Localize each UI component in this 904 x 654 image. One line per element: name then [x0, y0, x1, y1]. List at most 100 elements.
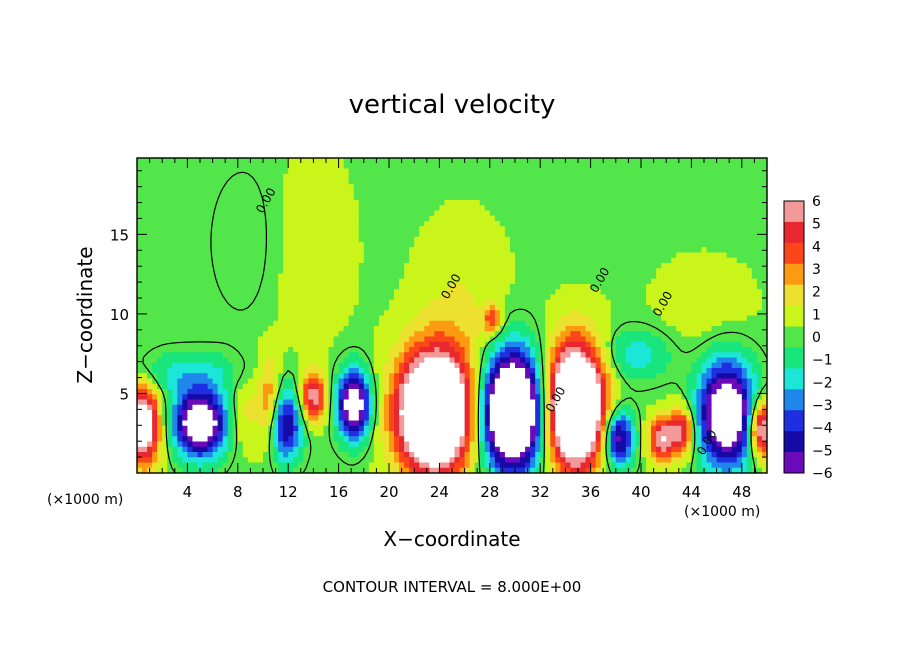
heatmap-cell	[555, 310, 561, 317]
heatmap-cell	[701, 179, 708, 185]
heatmap-cell	[459, 200, 466, 206]
heatmap-cell	[545, 215, 551, 222]
heatmap-cell	[333, 215, 340, 222]
heatmap-cell	[378, 341, 385, 348]
heatmap-cell	[439, 242, 446, 248]
heatmap-cell	[595, 362, 602, 369]
heatmap-cell	[520, 247, 526, 254]
heatmap-cell	[646, 289, 652, 296]
heatmap-cell	[288, 305, 294, 311]
heatmap-cell	[716, 336, 723, 343]
heatmap-cell	[751, 173, 758, 180]
heatmap-cell	[404, 278, 410, 285]
heatmap-cell	[232, 357, 239, 364]
heatmap-cell	[192, 347, 199, 353]
heatmap-cell	[212, 194, 219, 201]
heatmap-cell	[197, 320, 204, 327]
heatmap-cell	[656, 252, 662, 259]
heatmap-cell	[489, 268, 496, 275]
heatmap-cell	[525, 357, 531, 364]
heatmap-cell	[363, 221, 370, 227]
heatmap-cell	[474, 352, 481, 359]
heatmap-cell	[620, 347, 627, 353]
heatmap-cell	[711, 310, 718, 317]
heatmap-cell	[197, 205, 204, 212]
heatmap-cell	[252, 326, 259, 332]
heatmap-cell	[520, 315, 526, 322]
heatmap-cell	[671, 200, 677, 206]
heatmap-cell	[509, 173, 516, 180]
heatmap-cell	[217, 278, 224, 285]
heatmap-cell	[242, 315, 249, 322]
heatmap-cell	[348, 347, 355, 353]
heatmap-cell	[318, 200, 325, 206]
heatmap-cell	[651, 242, 657, 248]
heatmap-cell	[157, 257, 163, 264]
heatmap-cell	[469, 331, 476, 338]
heatmap-cell	[635, 326, 642, 332]
heatmap-cell	[278, 352, 284, 359]
heatmap-cell	[268, 268, 274, 275]
heatmap-cell	[283, 362, 289, 369]
heatmap-cell	[746, 263, 753, 269]
heatmap-cell	[540, 315, 546, 322]
heatmap-cell	[469, 284, 476, 290]
heatmap-cell	[187, 179, 194, 185]
heatmap-cell	[157, 278, 163, 285]
heatmap-cell	[409, 189, 415, 196]
heatmap-cell	[323, 341, 330, 348]
heatmap-cell	[661, 341, 667, 348]
heatmap-cell	[681, 362, 687, 369]
heatmap-cell	[696, 294, 703, 301]
heatmap-cell	[691, 226, 698, 233]
heatmap-cell	[716, 200, 723, 206]
heatmap-cell	[192, 163, 199, 170]
heatmap-cell	[343, 305, 350, 311]
heatmap-cell	[605, 331, 612, 338]
heatmap-cell	[530, 331, 536, 338]
heatmap-cell	[535, 352, 541, 359]
heatmap-cell	[419, 189, 425, 196]
heatmap-cell	[383, 310, 390, 317]
heatmap-cell	[147, 315, 153, 322]
heatmap-cell	[378, 289, 385, 296]
heatmap-cell	[444, 200, 451, 206]
heatmap-cell	[731, 205, 738, 212]
heatmap-cell	[137, 273, 143, 280]
heatmap-cell	[520, 158, 526, 164]
heatmap-cell	[439, 278, 446, 285]
heatmap-cell	[520, 357, 526, 364]
heatmap-cell	[323, 305, 330, 311]
heatmap-cell	[434, 242, 440, 248]
heatmap-cell	[701, 278, 708, 285]
heatmap-cell	[585, 252, 592, 259]
heatmap-cell	[570, 163, 577, 170]
heatmap-cell	[656, 357, 662, 364]
heatmap-cell	[484, 352, 491, 359]
heatmap-cell	[580, 226, 587, 233]
heatmap-cell	[394, 294, 400, 301]
heatmap-cell	[590, 200, 597, 206]
heatmap-cell	[751, 341, 758, 348]
heatmap-cell	[232, 221, 239, 227]
heatmap-cell	[746, 168, 753, 175]
heatmap-cell	[378, 347, 385, 353]
heatmap-cell	[162, 257, 168, 264]
heatmap-cell	[409, 231, 415, 238]
heatmap-cell	[328, 268, 335, 275]
heatmap-cell	[394, 236, 400, 243]
heatmap-cell	[162, 362, 168, 369]
heatmap-cell	[439, 168, 446, 175]
heatmap-cell	[681, 278, 687, 285]
heatmap-cell	[177, 210, 183, 217]
heatmap-cell	[409, 200, 415, 206]
heatmap-cell	[691, 289, 698, 296]
heatmap-cell	[404, 158, 410, 164]
heatmap-cell	[570, 231, 577, 238]
heatmap-cell	[343, 284, 350, 290]
heatmap-cell	[409, 184, 415, 191]
heatmap-cell	[454, 168, 461, 175]
heatmap-cell	[353, 315, 360, 322]
heatmap-cell	[147, 215, 153, 222]
heatmap-cell	[676, 173, 682, 180]
